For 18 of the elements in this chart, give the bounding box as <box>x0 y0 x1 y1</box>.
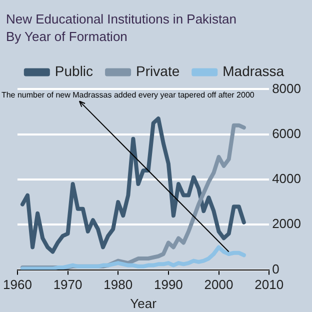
chart-title: New Educational Institutions in Pakistan <box>6 11 237 26</box>
legend-label: Private <box>136 63 180 80</box>
y-tick-label: 2000 <box>272 216 301 232</box>
y-tick-label: 8000 <box>272 80 301 96</box>
x-tick-label: 1980 <box>104 277 133 292</box>
x-tick-label: 1970 <box>53 277 82 292</box>
x-tick-label: 2010 <box>254 277 284 292</box>
chart-subtitle: By Year of Formation <box>6 28 128 44</box>
annotation: The number of new Madrassas added every year tapered off after 2000 <box>1 90 255 100</box>
y-tick-label: 4000 <box>272 171 301 186</box>
x-tick-label: 1990 <box>154 277 183 292</box>
legend-label: Public <box>54 63 94 80</box>
legend-label: Madrassa <box>222 63 284 80</box>
y-tick-label: 0 <box>272 261 280 276</box>
x-tick-label: 2000 <box>204 277 234 292</box>
x-tick-label: 1960 <box>3 277 32 292</box>
y-tick-label: 6000 <box>272 126 301 141</box>
x-axis-title: Year <box>130 296 158 311</box>
